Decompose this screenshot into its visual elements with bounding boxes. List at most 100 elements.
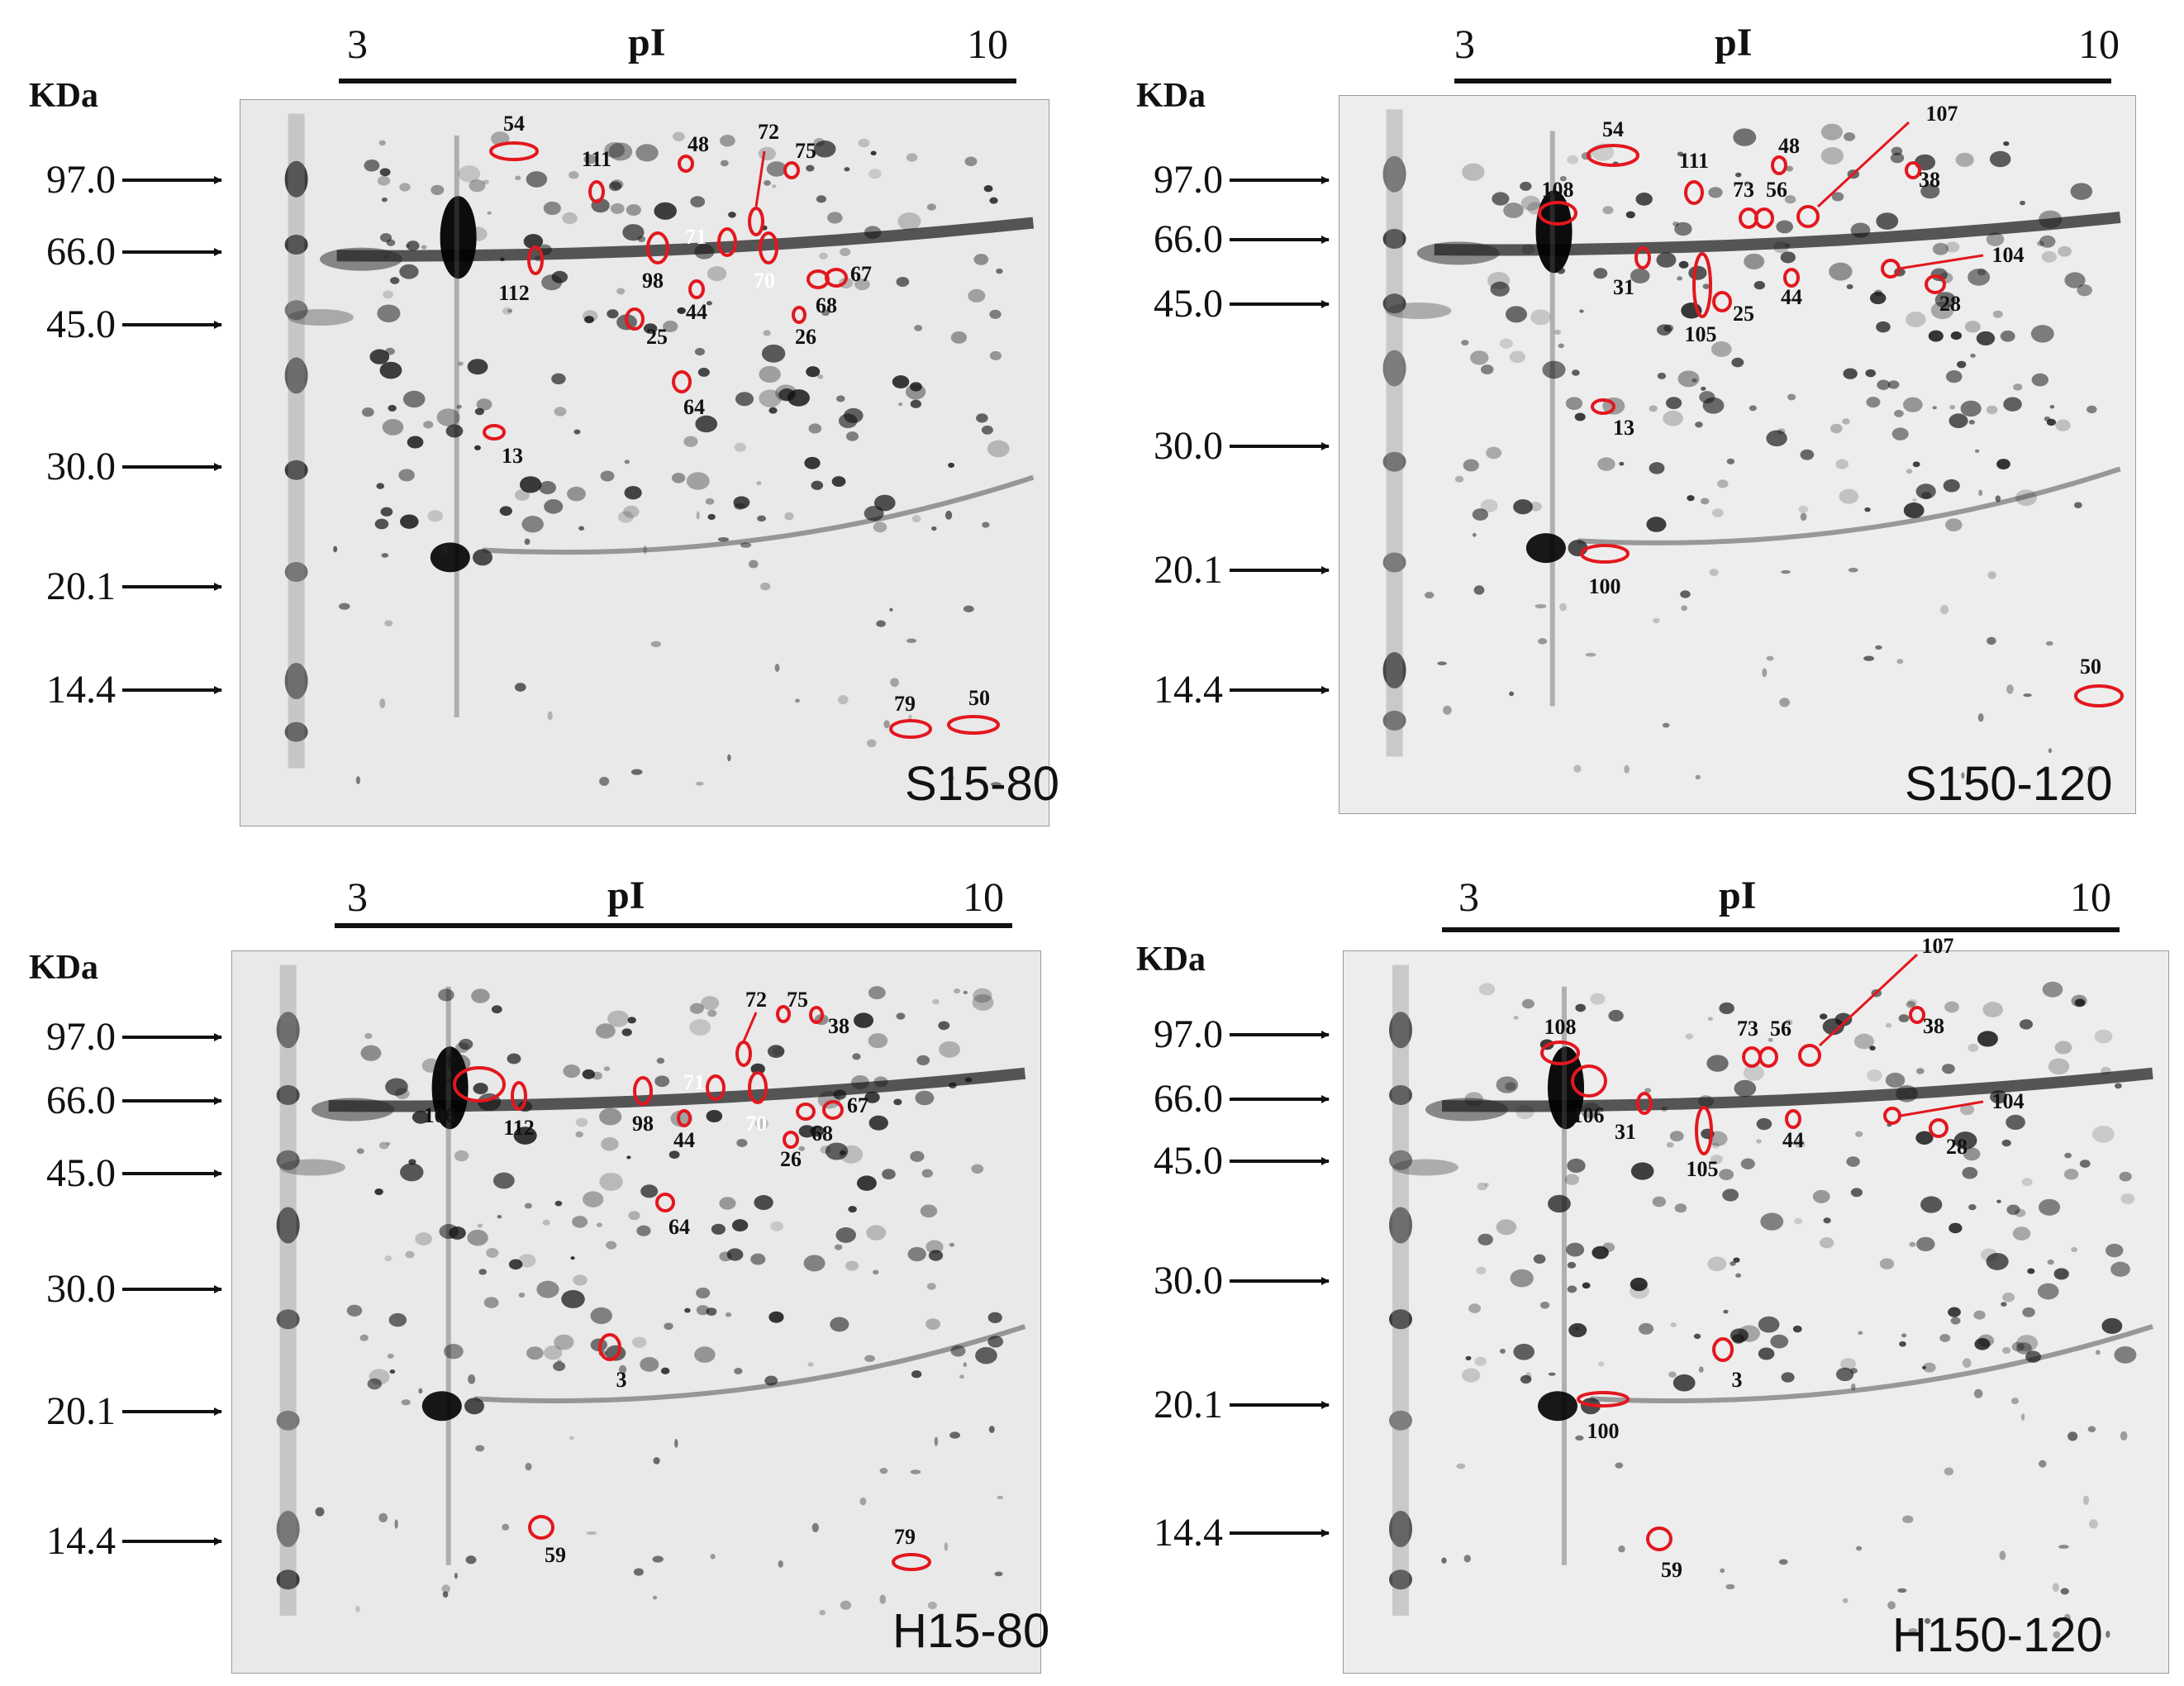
spot-label-111: 111	[1678, 149, 1710, 173]
spot-circle-107	[1798, 1044, 1821, 1067]
spot-label-31: 31	[1613, 275, 1634, 299]
spot-label-54: 54	[1602, 117, 1624, 141]
spot-circle-112	[527, 245, 544, 275]
spot-circle-64	[655, 1193, 675, 1212]
spot-label-38: 38	[1923, 1014, 1944, 1038]
annotation-layer	[1230, 79, 2124, 707]
pi-axis-title: pI	[1715, 21, 1753, 64]
spot-circle-50	[947, 715, 1000, 735]
spot-circle-38	[809, 1006, 824, 1024]
spot-label-107: 107	[1921, 934, 1954, 958]
pi-low-label: 3	[347, 874, 368, 920]
spot-label-56: 56	[1766, 178, 1787, 202]
spot-label-107: 107	[1925, 102, 1958, 126]
pi-high-label: 10	[2078, 21, 2120, 67]
spot-circle-38	[1909, 1006, 1925, 1024]
spot-label-25: 25	[1733, 302, 1754, 326]
pi-low-label: 3	[347, 21, 368, 67]
mw-marker-label: 30.0	[1154, 1259, 1223, 1303]
spot-label-44: 44	[686, 300, 707, 324]
spot-label-111: 111	[581, 147, 612, 171]
spot-circle-105	[1695, 1106, 1713, 1155]
spot-leader-line	[1816, 121, 1910, 208]
mw-marker-label: 66.0	[1154, 217, 1223, 261]
mw-marker-label: 45.0	[46, 1151, 116, 1195]
spot-circle-48	[1771, 155, 1787, 175]
spot-circle-56	[1754, 207, 1774, 229]
spot-label-26: 26	[795, 325, 816, 349]
panel-label: H15-80	[892, 1604, 1050, 1658]
spot-circle-104	[1881, 259, 1901, 279]
spot-label-68: 68	[816, 293, 837, 317]
mw-marker-label: 97.0	[1154, 158, 1223, 202]
spot-circle-98	[646, 231, 669, 264]
spot-label-54: 54	[503, 112, 525, 136]
spot-circle-104	[1883, 1107, 1901, 1125]
spot-circle-50	[2074, 684, 2124, 707]
spot-circle-38	[1905, 161, 1921, 179]
spot-label-25: 25	[646, 325, 668, 349]
gel-image	[1343, 950, 2169, 1674]
spot-label-104: 104	[1991, 243, 2025, 267]
spot-label-50: 50	[968, 686, 990, 710]
spot-label-75: 75	[795, 139, 816, 163]
mw-marker-label: 14.4	[1154, 668, 1223, 712]
spot-label-73: 73	[1733, 178, 1754, 202]
spot-circle-111	[588, 180, 605, 203]
spot-label-72: 72	[745, 988, 767, 1012]
spot-circle-98	[633, 1076, 653, 1106]
spot-circle-25	[625, 307, 645, 331]
kda-axis-title: KDa	[29, 949, 98, 987]
spot-label-56: 56	[1770, 1017, 1791, 1041]
spot-label-31: 31	[1615, 1120, 1636, 1144]
spot-label-38: 38	[828, 1014, 849, 1038]
spot-leader-line	[1900, 1100, 1984, 1117]
mw-marker-label: 14.4	[46, 668, 116, 712]
spot-leader-line	[1818, 953, 1919, 1047]
spot-circle-70	[748, 1071, 768, 1104]
pi-low-label: 3	[1458, 874, 1479, 920]
spot-label-38: 38	[1919, 168, 1940, 192]
spot-label-28: 28	[1946, 1135, 1968, 1159]
spot-label-68: 68	[811, 1122, 833, 1145]
spot-circle-68	[796, 1103, 816, 1121]
pi-axis-title: pI	[1719, 874, 1757, 917]
mw-marker-label: 45.0	[1154, 282, 1223, 326]
spot-circle-72	[735, 1041, 752, 1067]
spot-circle-56	[1758, 1046, 1778, 1068]
gel-panel-h150-120: 3 pI 10 KDa 97.0 66.0 45.0 30.0 20.1 14.4 H150-120…	[1107, 843, 2184, 1686]
gel-panel-s15-80: 3 pI 10 KDa 97.0 66.0 45.0 30.0 20.1 14.4 S15-80 54…	[0, 0, 1074, 835]
spot-circle-67	[822, 1100, 844, 1120]
mw-marker-label: 30.0	[46, 1267, 116, 1311]
mw-marker-label: 97.0	[1154, 1012, 1223, 1056]
spot-circle-13	[483, 424, 506, 441]
gel-image	[231, 950, 1041, 1674]
spot-label-64: 64	[683, 395, 705, 419]
spot-circle-59	[528, 1515, 554, 1540]
spot-circle-71	[706, 1074, 726, 1101]
spot-circle-64	[672, 370, 692, 393]
spot-leader-line	[1898, 254, 1984, 270]
spot-label-26: 26	[780, 1147, 802, 1171]
panel-label: H150-120	[1892, 1608, 2103, 1662]
spot-label-98: 98	[642, 269, 664, 293]
spot-label-104: 104	[1991, 1089, 2025, 1113]
mw-marker-label: 97.0	[46, 158, 116, 202]
spot-label-13: 13	[502, 444, 523, 468]
kda-axis-title: KDa	[29, 77, 98, 115]
spot-circle-106	[1571, 1064, 1607, 1098]
spot-label-112: 112	[503, 1116, 535, 1140]
spot-circle-59	[1646, 1526, 1672, 1551]
spot-circle-108	[1538, 201, 1577, 226]
spot-label-3: 3	[616, 1368, 627, 1392]
spot-label-44: 44	[1781, 285, 1802, 309]
spot-label-100: 100	[1587, 1419, 1620, 1443]
spot-circle-44	[688, 279, 705, 299]
spot-circle-105	[1692, 252, 1712, 318]
spot-circle-106	[453, 1066, 506, 1103]
spot-circle-111	[1684, 180, 1704, 205]
mw-marker-label: 97.0	[46, 1015, 116, 1059]
gel-image	[240, 99, 1049, 826]
spot-circle-112	[511, 1081, 527, 1111]
spot-label-79: 79	[894, 692, 916, 716]
